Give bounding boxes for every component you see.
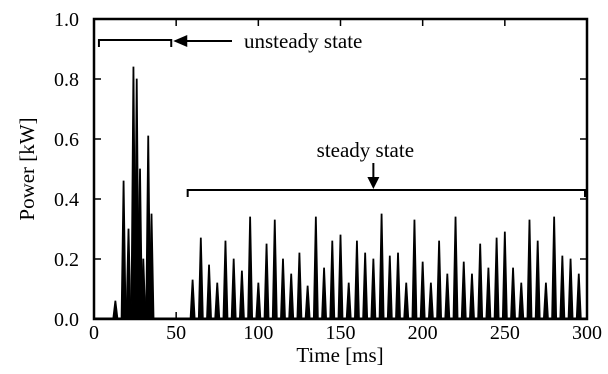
power-peak xyxy=(477,243,484,319)
power-peak xyxy=(469,273,475,319)
unsteady-state-arrowhead xyxy=(173,35,188,47)
power-peak xyxy=(271,219,278,319)
y-tick-label: 0.6 xyxy=(54,129,79,151)
power-peak xyxy=(419,261,426,319)
power-peak xyxy=(501,231,508,319)
power-peak xyxy=(362,252,369,319)
power-peak xyxy=(559,255,566,319)
power-peak xyxy=(137,168,143,319)
power-peak xyxy=(354,240,360,319)
power-peak xyxy=(551,216,558,319)
power-peak xyxy=(575,273,582,319)
power-peak xyxy=(148,213,155,319)
power-peak xyxy=(534,240,541,319)
power-peak xyxy=(312,216,319,319)
steady-state-label: steady state xyxy=(317,138,414,162)
power-trace xyxy=(94,66,587,319)
power-peak xyxy=(230,258,237,319)
power-peak xyxy=(452,216,459,319)
x-tick-label: 100 xyxy=(243,322,273,344)
power-peak xyxy=(263,243,270,319)
y-tick-label: 0.8 xyxy=(54,69,79,91)
y-tick-label: 1.0 xyxy=(54,9,79,31)
power-peak xyxy=(378,213,385,319)
power-peak xyxy=(411,219,418,319)
power-peak xyxy=(427,282,434,319)
unsteady-state-label: unsteady state xyxy=(244,29,362,53)
power-peak xyxy=(510,267,516,319)
power-peak xyxy=(460,261,467,319)
steady-state-bracket xyxy=(186,189,586,197)
power-peak xyxy=(345,282,352,319)
x-tick-label: 150 xyxy=(326,322,356,344)
power-peak xyxy=(120,180,127,319)
power-peak xyxy=(206,264,212,319)
power-peak xyxy=(485,267,492,319)
y-axis-title: Power [kW] xyxy=(15,117,39,220)
power-peak xyxy=(526,219,533,319)
x-tick-label: 50 xyxy=(166,322,186,344)
power-peak xyxy=(518,282,525,319)
y-tick-label: 0.4 xyxy=(54,189,79,211)
plot-frame xyxy=(92,17,589,321)
power-peak xyxy=(214,282,221,319)
steady-state-arrowhead xyxy=(367,177,380,189)
power-peak xyxy=(304,285,311,319)
power-peak xyxy=(493,237,500,319)
power-peak xyxy=(140,258,147,319)
x-tick-label: 300 xyxy=(572,322,602,344)
power-peak xyxy=(296,252,303,319)
x-tick-label: 250 xyxy=(490,322,520,344)
power-peak xyxy=(370,258,377,319)
power-peak xyxy=(386,255,393,319)
y-tick-label: 0.2 xyxy=(54,249,79,271)
power-peak xyxy=(239,270,245,319)
x-tick-label: 200 xyxy=(408,322,438,344)
power-peak xyxy=(337,234,344,319)
power-peak xyxy=(280,258,286,319)
annotations: unsteady state steady state xyxy=(97,29,586,197)
power-peak xyxy=(543,282,549,319)
x-axis-title: Time [ms] xyxy=(296,343,383,367)
power-peak xyxy=(321,267,327,319)
power-peak xyxy=(288,273,295,319)
power-peak xyxy=(395,252,401,319)
x-tick-label: 0 xyxy=(89,322,99,344)
power-peak xyxy=(145,135,152,319)
unsteady-state-bracket xyxy=(97,39,173,47)
y-tick-label: 0.0 xyxy=(54,309,79,331)
power-peak xyxy=(403,282,410,319)
power-peak xyxy=(222,240,229,319)
tick-labels: 0 50 100 150 200 250 300 0.0 0.2 0.4 0.6 0.8 1.0 xyxy=(54,9,602,344)
power-peak xyxy=(444,273,451,319)
power-peak xyxy=(112,300,119,319)
power-peak xyxy=(255,282,262,319)
power-peak xyxy=(247,216,254,319)
power-peak xyxy=(436,240,442,319)
power-peak xyxy=(197,237,204,319)
power-peak xyxy=(189,279,196,319)
power-peak xyxy=(329,240,336,319)
power-peak xyxy=(567,258,574,319)
power-peak xyxy=(125,228,132,319)
